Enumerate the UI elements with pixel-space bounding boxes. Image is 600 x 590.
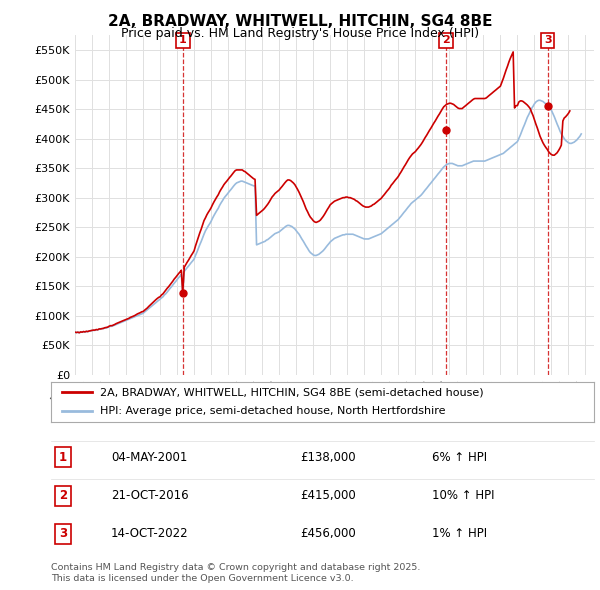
Text: £456,000: £456,000: [300, 527, 356, 540]
Text: 10% ↑ HPI: 10% ↑ HPI: [432, 489, 494, 502]
Text: 21-OCT-2016: 21-OCT-2016: [111, 489, 188, 502]
Text: 3: 3: [544, 35, 551, 45]
Text: £415,000: £415,000: [300, 489, 356, 502]
Text: Contains HM Land Registry data © Crown copyright and database right 2025.
This d: Contains HM Land Registry data © Crown c…: [51, 563, 421, 583]
Text: Price paid vs. HM Land Registry's House Price Index (HPI): Price paid vs. HM Land Registry's House …: [121, 27, 479, 40]
Text: 2A, BRADWAY, WHITWELL, HITCHIN, SG4 8BE: 2A, BRADWAY, WHITWELL, HITCHIN, SG4 8BE: [108, 14, 492, 29]
Text: HPI: Average price, semi-detached house, North Hertfordshire: HPI: Average price, semi-detached house,…: [100, 407, 445, 417]
Text: 2A, BRADWAY, WHITWELL, HITCHIN, SG4 8BE (semi-detached house): 2A, BRADWAY, WHITWELL, HITCHIN, SG4 8BE …: [100, 387, 484, 397]
Text: 14-OCT-2022: 14-OCT-2022: [111, 527, 188, 540]
Text: 3: 3: [59, 527, 67, 540]
Text: 2: 2: [59, 489, 67, 502]
Text: £138,000: £138,000: [300, 451, 356, 464]
Text: 1: 1: [59, 451, 67, 464]
Text: 6% ↑ HPI: 6% ↑ HPI: [432, 451, 487, 464]
Text: 1: 1: [179, 35, 187, 45]
Text: 1% ↑ HPI: 1% ↑ HPI: [432, 527, 487, 540]
Text: 04-MAY-2001: 04-MAY-2001: [111, 451, 187, 464]
Text: 2: 2: [442, 35, 450, 45]
